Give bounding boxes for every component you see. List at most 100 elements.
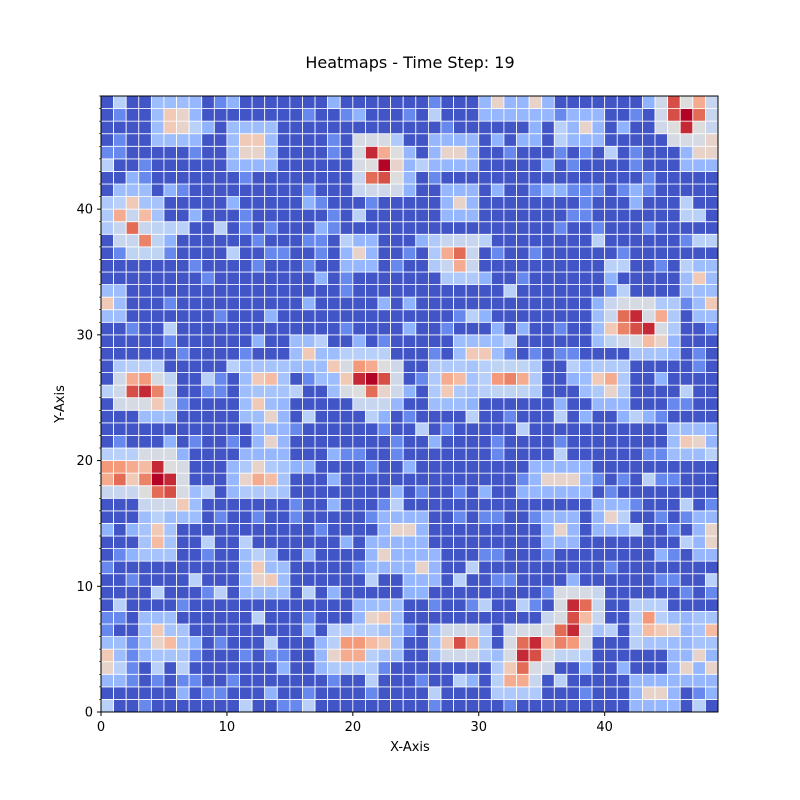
heatmap-cell	[579, 246, 593, 260]
heatmap-cell	[604, 422, 618, 436]
heatmap-cell	[503, 133, 517, 147]
heatmap-cell	[465, 699, 480, 713]
heatmap-cell	[629, 661, 643, 675]
heatmap-cell	[352, 334, 366, 348]
heatmap-cell	[390, 472, 404, 487]
heatmap-cell	[390, 171, 404, 185]
heatmap-cell	[453, 158, 467, 172]
heatmap-cell	[415, 108, 429, 122]
heatmap-cell	[239, 485, 253, 499]
heatmap-cell	[251, 623, 266, 637]
heatmap-cell	[176, 611, 190, 625]
heatmap-cell	[490, 648, 505, 663]
heatmap-cell	[478, 422, 492, 436]
heatmap-cell	[213, 686, 228, 700]
heatmap-cell	[402, 560, 417, 575]
heatmap-cell	[276, 673, 291, 688]
heatmap-cell	[163, 158, 177, 172]
heatmap-cell	[176, 460, 190, 474]
heatmap-cell	[176, 347, 190, 361]
heatmap-cell	[516, 611, 530, 625]
heatmap-cell	[465, 158, 480, 172]
heatmap-cell	[226, 259, 240, 273]
heatmap-cell	[528, 183, 543, 197]
heatmap-cell	[213, 409, 228, 424]
heatmap-cell	[365, 585, 379, 600]
heatmap-cell	[138, 259, 152, 273]
heatmap-cell	[478, 384, 492, 399]
heatmap-cell	[100, 359, 114, 373]
heatmap-cell	[176, 120, 190, 135]
heatmap-cell	[427, 233, 442, 248]
heatmap-cell	[667, 585, 681, 600]
heatmap-cell	[176, 384, 190, 399]
heatmap-cell	[138, 447, 152, 461]
heatmap-cell	[402, 485, 417, 499]
heatmap-cell	[402, 120, 417, 135]
heatmap-cell	[490, 673, 505, 688]
heatmap-cell	[541, 573, 555, 587]
heatmap-cell	[528, 435, 543, 449]
heatmap-cell	[579, 472, 593, 487]
heatmap-cell	[528, 372, 543, 386]
heatmap-cell	[251, 284, 266, 298]
heatmap-cell	[528, 397, 543, 411]
heatmap-cell	[667, 284, 681, 298]
heatmap-cell	[516, 485, 530, 499]
heatmap-cell	[113, 158, 127, 172]
heatmap-cell	[113, 133, 127, 147]
heatmap-cell	[604, 309, 618, 323]
heatmap-cell	[616, 460, 631, 474]
heatmap-cell	[440, 585, 454, 600]
heatmap-cell	[415, 284, 429, 298]
heatmap-cell	[188, 686, 203, 700]
heatmap-cell	[679, 334, 694, 348]
heatmap-cell	[553, 510, 568, 524]
heatmap-cells	[100, 95, 719, 713]
heatmap-cell	[667, 359, 681, 373]
heatmap-cell	[327, 422, 341, 436]
heatmap-cell	[478, 598, 492, 612]
heatmap-cell	[528, 284, 543, 298]
heatmap-cell	[150, 497, 165, 512]
heatmap-cell	[692, 309, 706, 323]
heatmap-cell	[591, 145, 606, 160]
heatmap-cell	[213, 661, 228, 675]
heatmap-cell	[478, 661, 492, 675]
heatmap-cell	[642, 145, 656, 160]
heatmap-cell	[176, 309, 190, 323]
heatmap-cell	[440, 208, 454, 223]
heatmap-cell	[415, 460, 429, 474]
heatmap-cell	[276, 560, 291, 575]
heatmap-cell	[604, 636, 618, 650]
heatmap-cell	[616, 196, 631, 210]
heatmap-cell	[503, 523, 517, 537]
heatmap-cell	[150, 183, 165, 197]
heatmap-cell	[201, 636, 215, 650]
heatmap-cell	[226, 422, 240, 436]
heatmap-cell	[327, 573, 341, 587]
heatmap-cell	[289, 585, 303, 600]
heatmap-cell	[302, 271, 316, 285]
heatmap-cell	[113, 372, 127, 386]
heatmap-cell	[541, 648, 555, 663]
heatmap-cell	[264, 636, 278, 650]
heatmap-cell	[163, 334, 177, 348]
heatmap-cell	[188, 409, 203, 424]
heatmap-cell	[490, 497, 505, 512]
heatmap-cell	[616, 347, 631, 361]
heatmap-cell	[402, 259, 417, 273]
heatmap-cell	[390, 497, 404, 512]
heatmap-cell	[528, 246, 543, 260]
heatmap-cell	[440, 321, 454, 336]
heatmap-cell	[692, 535, 706, 549]
heatmap-cell	[226, 246, 240, 260]
heatmap-cell	[289, 623, 303, 637]
heatmap-cell	[528, 661, 543, 675]
heatmap-cell	[579, 158, 593, 172]
heatmap-cell	[264, 296, 278, 311]
heatmap-cell	[705, 686, 719, 700]
heatmap-cell	[667, 221, 681, 235]
heatmap-cell	[100, 409, 114, 424]
heatmap-cell	[377, 661, 392, 675]
